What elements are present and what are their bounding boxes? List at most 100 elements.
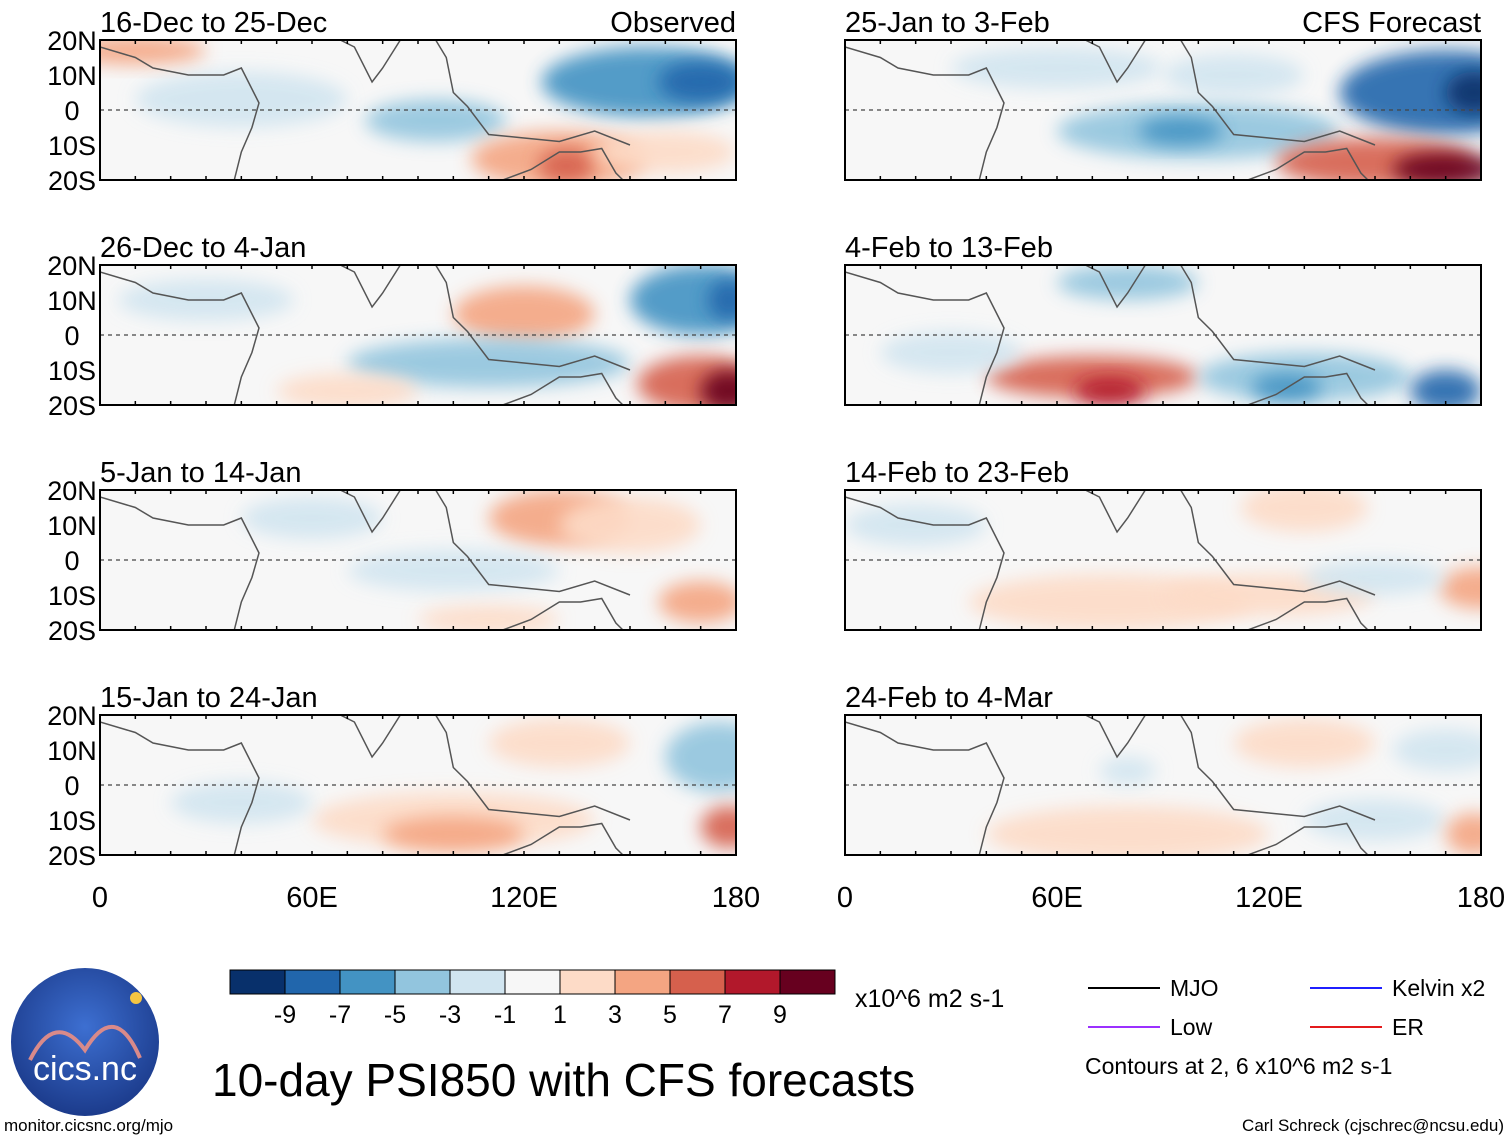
coastline bbox=[845, 496, 1005, 630]
colorbar-units: x10^6 m2 s-1 bbox=[855, 985, 1004, 1013]
colorbar-tick-label: -9 bbox=[274, 1001, 296, 1029]
y-tick-label: 0 bbox=[64, 771, 79, 801]
footer-left: monitor.cicsnc.org/mjo bbox=[4, 1116, 173, 1135]
panel-1: 16-Dec to 25-Dec Observed 20N 10N 0 10S 20S bbox=[47, 7, 737, 196]
colorbar-tick-label: 3 bbox=[608, 1001, 622, 1029]
anomaly-blob bbox=[1392, 729, 1481, 771]
anomaly-blob bbox=[1392, 152, 1481, 180]
anomaly-blob bbox=[658, 61, 736, 103]
coastline bbox=[1180, 490, 1376, 596]
y-tick-label: 20S bbox=[48, 616, 96, 646]
y-tick-label: 0 bbox=[64, 546, 79, 576]
legend-low-label: Low bbox=[1170, 1014, 1213, 1040]
anomaly-blob bbox=[347, 549, 560, 592]
coastline bbox=[1247, 822, 1369, 855]
coastline bbox=[1084, 490, 1146, 534]
anomaly-blob bbox=[1099, 757, 1156, 785]
colorbar-swatch bbox=[284, 969, 341, 995]
anomaly-blob bbox=[700, 370, 736, 405]
anomaly-blob bbox=[1438, 567, 1481, 609]
coastline bbox=[339, 490, 401, 534]
anomaly-blob bbox=[1240, 490, 1368, 532]
coastline bbox=[845, 46, 1005, 180]
colorbar-tick-label: -3 bbox=[439, 1001, 461, 1029]
panel-title: 24-Feb to 4-Mar bbox=[845, 682, 1053, 714]
y-tick-label: 20S bbox=[48, 841, 96, 871]
y-tick-label: 10N bbox=[47, 736, 97, 766]
coastline bbox=[1180, 40, 1376, 146]
anomaly-blob bbox=[845, 504, 987, 546]
y-tick-label: 0 bbox=[64, 321, 79, 351]
coastline bbox=[435, 40, 631, 146]
colorbar-swatch bbox=[724, 969, 781, 995]
legend-kelvin-label: Kelvin x2 bbox=[1392, 975, 1485, 1001]
coastline bbox=[100, 496, 260, 630]
contour-note: Contours at 2, 6 x10^6 m2 s-1 bbox=[1085, 1053, 1392, 1079]
colorbar-tick-label: -7 bbox=[329, 1001, 351, 1029]
anomaly-blob bbox=[453, 286, 595, 342]
logo-disc bbox=[7, 964, 163, 1120]
anomaly-blob bbox=[1138, 117, 1224, 145]
colorbar-swatch bbox=[559, 969, 616, 995]
y-tick-label: 20N bbox=[47, 476, 97, 506]
x-tick-label: 0 bbox=[837, 882, 853, 914]
panel-6: 14-Feb to 23-Feb bbox=[844, 457, 1482, 631]
anomaly-blob bbox=[665, 722, 736, 792]
logo-text: cics.nc bbox=[33, 1050, 137, 1088]
anomaly-blob bbox=[986, 806, 1269, 855]
x-tick-label: 60E bbox=[1031, 882, 1083, 914]
anomaly-blob bbox=[658, 581, 736, 623]
legend-mjo-label: MJO bbox=[1170, 975, 1219, 1001]
anomaly-field bbox=[241, 490, 736, 630]
colorbar-swatch bbox=[449, 969, 506, 995]
coastline bbox=[1084, 715, 1146, 759]
coastline bbox=[1247, 372, 1369, 405]
coastline bbox=[100, 271, 260, 405]
y-tick-label: 20N bbox=[47, 251, 97, 281]
coastline bbox=[339, 265, 401, 309]
panel-title: 5-Jan to 14-Jan bbox=[100, 457, 302, 489]
coastline bbox=[100, 721, 260, 855]
coastline bbox=[435, 715, 631, 821]
anomaly-field bbox=[100, 40, 736, 180]
logo-wave bbox=[28, 1025, 142, 1061]
panel-title: 16-Dec to 25-Dec bbox=[100, 7, 327, 39]
coastline bbox=[502, 597, 624, 630]
y-tick-label: 20N bbox=[47, 26, 97, 56]
anomaly-blob bbox=[1233, 718, 1376, 768]
x-tick-label: 120E bbox=[490, 882, 558, 914]
colorbar-swatch bbox=[779, 969, 836, 995]
coastline bbox=[435, 490, 631, 596]
coastline bbox=[339, 715, 401, 759]
main-title: 10-day PSI850 with CFS forecasts bbox=[212, 1054, 915, 1106]
y-tick-label: 10N bbox=[47, 286, 97, 316]
anomaly-blob bbox=[347, 338, 630, 388]
colorbar-tick-label: 1 bbox=[553, 1001, 567, 1029]
anomaly-field bbox=[986, 718, 1481, 855]
x-tick-label: 0 bbox=[92, 882, 108, 914]
anomaly-blob bbox=[1074, 377, 1146, 405]
anomaly-blob bbox=[488, 718, 630, 768]
y-tick-label: 0 bbox=[64, 96, 79, 126]
coastline bbox=[502, 822, 624, 855]
panel-2: 25-Jan to 3-Feb CFS Forecast bbox=[844, 7, 1482, 181]
x-tick-label: 180 bbox=[712, 882, 760, 914]
anomaly-blob bbox=[538, 148, 595, 180]
colorbar-tick-label: -5 bbox=[384, 1001, 406, 1029]
anomaly-blob bbox=[100, 40, 206, 65]
anomaly-blob bbox=[1410, 370, 1481, 405]
anomaly-blob bbox=[1304, 560, 1446, 595]
footer-right: Carl Schreck (cjschrec@ncsu.edu) bbox=[1242, 1116, 1504, 1135]
y-tick-label: 10N bbox=[47, 61, 97, 91]
anomaly-field bbox=[951, 47, 1481, 180]
y-tick-label: 20S bbox=[48, 391, 96, 421]
colorbar-swatch bbox=[229, 969, 286, 995]
y-tick-label: 10S bbox=[48, 581, 96, 611]
anomaly-blob bbox=[276, 373, 418, 405]
coastline bbox=[502, 147, 624, 180]
coastline bbox=[339, 40, 401, 84]
